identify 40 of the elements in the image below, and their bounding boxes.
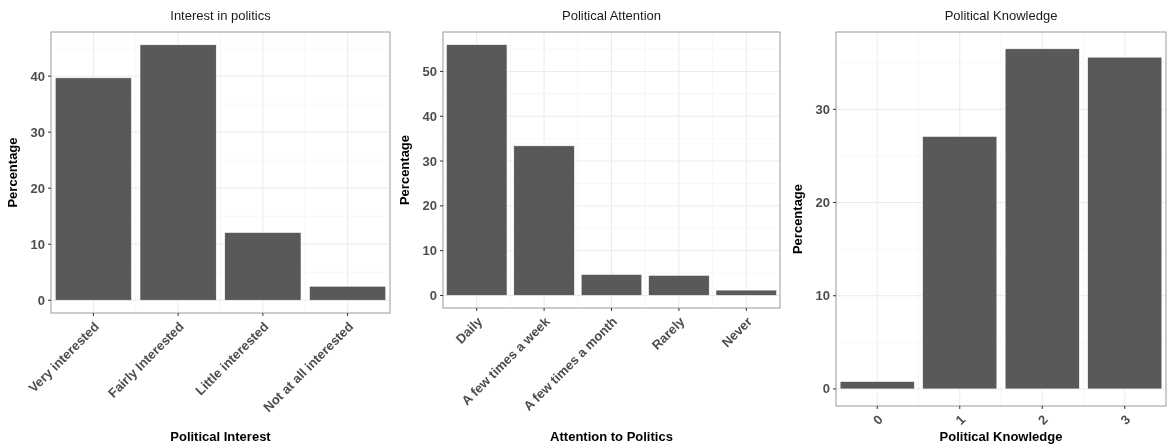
bar bbox=[309, 285, 387, 301]
x-axis-title: Attention to Politics bbox=[550, 429, 673, 444]
y-tick-label: 40 bbox=[30, 68, 45, 84]
bar bbox=[1087, 56, 1163, 390]
y-tick-label: 10 bbox=[815, 288, 830, 304]
bar bbox=[446, 44, 508, 296]
x-axis-title: Political Knowledge bbox=[939, 429, 1063, 444]
y-tick-label: 30 bbox=[815, 101, 830, 117]
bar bbox=[54, 77, 132, 301]
y-tick-label: 10 bbox=[30, 236, 45, 252]
bar bbox=[922, 136, 998, 390]
x-tick-label: 3 bbox=[1117, 411, 1134, 428]
y-tick-label: 30 bbox=[422, 153, 437, 169]
x-tick-label: 0 bbox=[870, 411, 886, 428]
x-tick-label: 2 bbox=[1035, 411, 1051, 428]
x-tick-label: 1 bbox=[952, 411, 969, 428]
y-tick-label: 20 bbox=[815, 195, 830, 211]
bar bbox=[513, 145, 575, 296]
y-tick-label: 20 bbox=[422, 198, 437, 214]
chart-title: Interest in politics bbox=[170, 8, 272, 23]
x-axis-title: Political Interest bbox=[170, 429, 272, 444]
bar bbox=[139, 44, 217, 301]
y-tick-label: 20 bbox=[30, 180, 45, 196]
y-axis-title: Percentage bbox=[397, 134, 412, 206]
bar bbox=[839, 381, 915, 390]
y-axis-title: Percentage bbox=[790, 183, 805, 255]
y-tick-label: 0 bbox=[37, 292, 45, 308]
y-axis-title: Percentage bbox=[5, 137, 20, 208]
bar bbox=[648, 274, 710, 296]
y-tick-label: 40 bbox=[422, 108, 437, 124]
bar bbox=[1004, 48, 1080, 390]
bar bbox=[715, 289, 777, 296]
chart-title: Political Knowledge bbox=[944, 8, 1058, 23]
y-tick-label: 50 bbox=[422, 63, 437, 79]
bar bbox=[224, 232, 302, 301]
y-tick-label: 30 bbox=[30, 124, 45, 140]
y-tick-label: 0 bbox=[429, 288, 437, 303]
y-tick-label: 10 bbox=[422, 243, 437, 259]
bar bbox=[580, 274, 643, 296]
chart-title: Political Attention bbox=[561, 8, 662, 23]
